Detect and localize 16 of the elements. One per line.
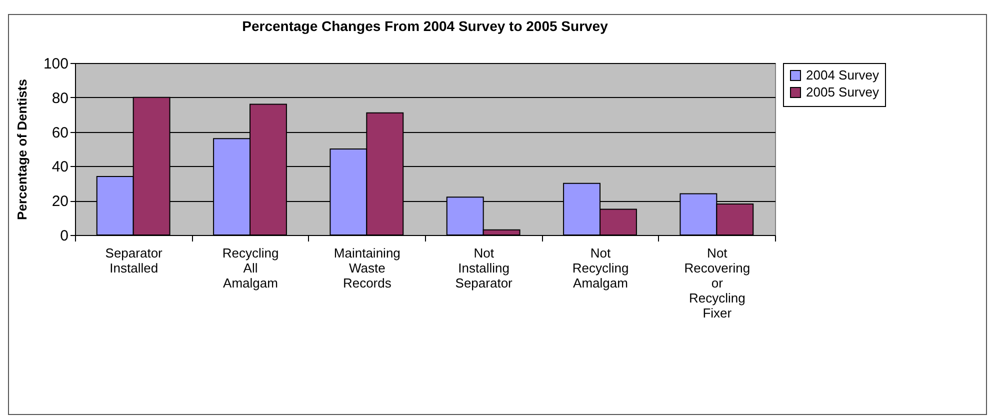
legend-label: 2005 Survey bbox=[806, 84, 880, 100]
y-tick-label: 40 bbox=[52, 158, 68, 176]
y-axis-title: Percentage of Dentists bbox=[14, 79, 30, 220]
x-tick-label: Not Recycling Amalgam bbox=[572, 246, 629, 290]
chart-title: Percentage Changes From 2004 Survey to 2005 Survey bbox=[242, 18, 608, 34]
x-tick-label: Separator Installed bbox=[105, 246, 164, 276]
x-tick-label: Not Recovering or Recycling Fixer bbox=[684, 246, 750, 320]
y-tick-label: 20 bbox=[52, 193, 68, 210]
x-tick-label: Recycling All Amalgam bbox=[222, 246, 279, 290]
legend-label: 2004 Survey bbox=[806, 68, 880, 82]
y-tick-label: 100 bbox=[43, 56, 68, 72]
x-tick-label: Not Installing Separator bbox=[455, 246, 514, 290]
x-tick-label: Maintaining Waste Records bbox=[334, 246, 400, 290]
y-tick-label: 60 bbox=[52, 124, 68, 142]
y-tick-label: 80 bbox=[52, 90, 68, 107]
y-tick-label: 0 bbox=[60, 228, 68, 244]
